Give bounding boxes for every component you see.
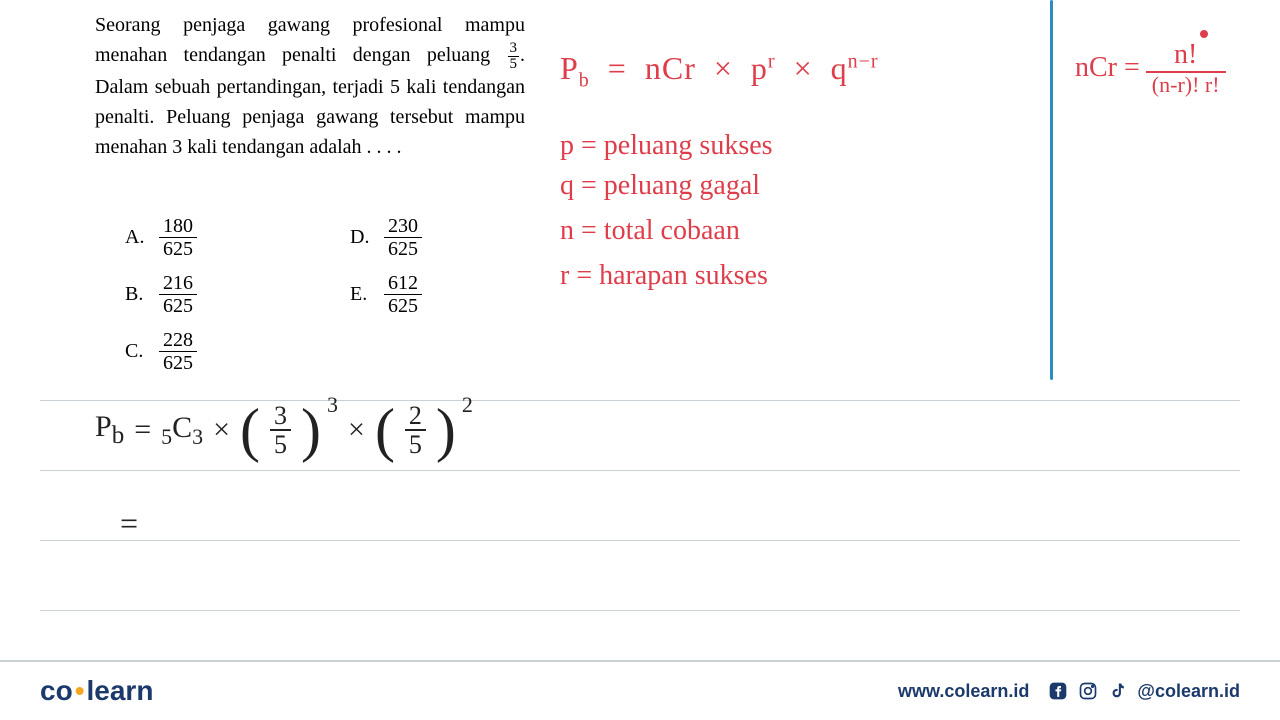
choice-c: C. 228625 (125, 329, 300, 374)
calculation-line2: = (120, 505, 138, 542)
social-handle: @colearn.id (1137, 681, 1240, 702)
answer-choices: A. 180625 B. 216625 C. 228625 D. 230625 … (125, 215, 525, 374)
facebook-icon (1047, 680, 1069, 702)
question-text: Seorang penjaga gawang profesional mampu… (95, 10, 525, 162)
ruled-line (40, 610, 1240, 611)
instagram-icon (1077, 680, 1099, 702)
social-links: @colearn.id (1047, 680, 1240, 702)
choice-d: D. 230625 (350, 215, 525, 260)
footer-url: www.colearn.id (898, 681, 1029, 702)
tiktok-icon (1107, 680, 1129, 702)
definition-r: r = harapan sukses (560, 260, 768, 292)
question-fraction: 35 (508, 41, 520, 72)
combination-formula: nCr = n! (n-r)! r! (1075, 40, 1226, 97)
choice-b: B. 216625 (125, 272, 300, 317)
definition-n: n = total cobaan (560, 215, 740, 247)
ruled-line (40, 470, 1240, 471)
definition-p: p = peluang sukses (560, 130, 773, 162)
footer: co•learn www.colearn.id @colearn.id (0, 660, 1280, 720)
choice-a: A. 180625 (125, 215, 300, 260)
vertical-separator (1050, 0, 1053, 380)
ruled-line (40, 540, 1240, 541)
binomial-formula: Pb = nCr × pr × qn−r (560, 50, 879, 92)
definition-q: q = peluang gagal (560, 170, 760, 202)
question-part1: Seorang penjaga gawang profesional mampu… (95, 14, 525, 66)
calculation-line1: Pb = 5C3 × ( 3 5 ) 3 × ( 2 5 ) 2 (95, 400, 473, 460)
marker-dot (1200, 30, 1208, 38)
choice-e: E. 612625 (350, 272, 525, 317)
brand-logo: co•learn (40, 675, 153, 707)
footer-right: www.colearn.id @colearn.id (898, 680, 1240, 702)
